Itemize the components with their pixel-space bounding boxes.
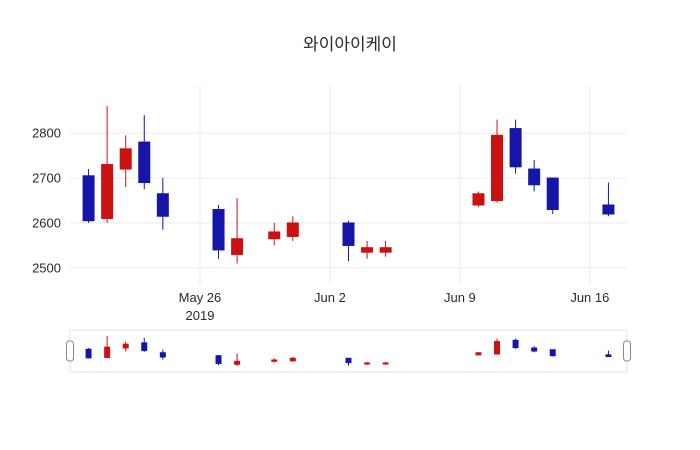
candle-2019-06-05[interactable] bbox=[379, 240, 392, 257]
candle-body bbox=[159, 352, 166, 358]
candle-body bbox=[491, 134, 504, 202]
candle-2019-06-12[interactable] bbox=[509, 119, 522, 174]
candle-body bbox=[122, 343, 129, 349]
mini-candle-2019-05-24 bbox=[159, 349, 166, 360]
mini-candle-2019-06-12 bbox=[512, 338, 519, 349]
x-tick-sublabel-2019-05-26: 2019 bbox=[186, 308, 215, 323]
candle-body bbox=[546, 177, 559, 210]
mini-candle-2019-05-22 bbox=[122, 341, 129, 352]
range-slider[interactable] bbox=[69, 329, 628, 373]
candle-body bbox=[82, 175, 95, 222]
chart-title: 와이아이케이 bbox=[303, 35, 397, 54]
candle-body bbox=[549, 349, 556, 357]
x-tick-label-2019-06-09: Jun 9 bbox=[444, 290, 476, 305]
range-slider-left-handle[interactable] bbox=[66, 340, 74, 362]
candle-2019-05-24[interactable] bbox=[156, 178, 169, 230]
candle-2019-06-04[interactable] bbox=[361, 240, 374, 259]
mini-candle-2019-06-04 bbox=[364, 361, 371, 366]
mini-candle-2019-06-05 bbox=[382, 361, 389, 365]
candle-body bbox=[286, 222, 299, 237]
candle-2019-06-10[interactable] bbox=[472, 191, 485, 208]
candle-body bbox=[509, 128, 522, 168]
mini-candle-2019-05-31 bbox=[289, 357, 296, 362]
candle-body bbox=[531, 347, 538, 352]
x-tick-label-2019-06-16: Jun 16 bbox=[570, 290, 609, 305]
candle-body bbox=[141, 342, 148, 352]
x-tick-label-2019-05-26: May 26 bbox=[179, 290, 222, 305]
candle-body bbox=[119, 148, 132, 170]
candle-body bbox=[234, 360, 241, 365]
candle-2019-05-27[interactable] bbox=[212, 205, 225, 259]
candle-2019-05-21[interactable] bbox=[101, 106, 114, 223]
candle-body bbox=[271, 359, 278, 362]
mini-candle-2019-05-20 bbox=[85, 348, 92, 359]
candle-2019-06-11[interactable] bbox=[491, 119, 504, 203]
candle-body bbox=[231, 238, 244, 255]
candle-body bbox=[212, 208, 225, 251]
y-tick-label-2800: 2800 bbox=[32, 126, 61, 141]
candle-2019-05-22[interactable] bbox=[119, 135, 132, 188]
candle-body bbox=[605, 354, 612, 358]
candle-body bbox=[512, 339, 519, 349]
candle-body bbox=[101, 164, 114, 219]
candle-body bbox=[345, 357, 352, 364]
candle-body bbox=[215, 355, 222, 364]
candle-body bbox=[528, 168, 541, 186]
mini-candle-2019-05-30 bbox=[271, 358, 278, 363]
mini-candle-2019-05-23 bbox=[141, 337, 148, 352]
mini-candle-2019-06-13 bbox=[531, 346, 538, 353]
candle-2019-05-23[interactable] bbox=[138, 115, 151, 190]
y-tick-label-2600: 2600 bbox=[32, 215, 61, 230]
mini-candle-2019-05-27 bbox=[215, 354, 222, 366]
candle-body bbox=[475, 352, 482, 356]
candle-body bbox=[156, 193, 169, 217]
candle-body bbox=[602, 204, 615, 215]
candle-2019-05-28[interactable] bbox=[231, 198, 244, 264]
mini-candle-2019-06-10 bbox=[475, 352, 482, 356]
candle-body bbox=[379, 247, 392, 253]
y-tick-label-2700: 2700 bbox=[32, 171, 61, 186]
candle-body bbox=[85, 348, 92, 359]
candle-body bbox=[138, 141, 151, 184]
mini-candle-2019-06-03 bbox=[345, 357, 352, 366]
candle-2019-05-31[interactable] bbox=[286, 216, 299, 241]
mini-candle-2019-05-21 bbox=[104, 336, 111, 359]
candle-body bbox=[361, 247, 374, 253]
mini-candle-2019-06-14 bbox=[549, 349, 556, 357]
candle-2019-06-14[interactable] bbox=[546, 177, 559, 214]
candle-body bbox=[104, 346, 111, 358]
mini-candle-2019-05-28 bbox=[234, 353, 241, 366]
x-tick-label-2019-06-02: Jun 2 bbox=[314, 290, 346, 305]
y-tick-label-2500: 2500 bbox=[32, 260, 61, 275]
candle-body bbox=[472, 193, 485, 206]
candle-body bbox=[342, 222, 355, 246]
candle-2019-06-13[interactable] bbox=[528, 160, 541, 192]
candle-body bbox=[289, 357, 296, 362]
range-slider-right-handle[interactable] bbox=[623, 340, 631, 362]
mini-candle-2019-06-11 bbox=[494, 338, 501, 355]
candle-2019-05-30[interactable] bbox=[268, 222, 281, 246]
candle-2019-05-20[interactable] bbox=[82, 169, 95, 223]
mini-candle-2019-06-17 bbox=[605, 350, 612, 358]
candle-2019-06-03[interactable] bbox=[342, 220, 355, 262]
candle-2019-06-17[interactable] bbox=[602, 182, 615, 217]
candle-body bbox=[268, 231, 281, 240]
candle-body bbox=[364, 362, 371, 365]
candle-body bbox=[382, 362, 389, 365]
candle-body bbox=[494, 341, 501, 355]
